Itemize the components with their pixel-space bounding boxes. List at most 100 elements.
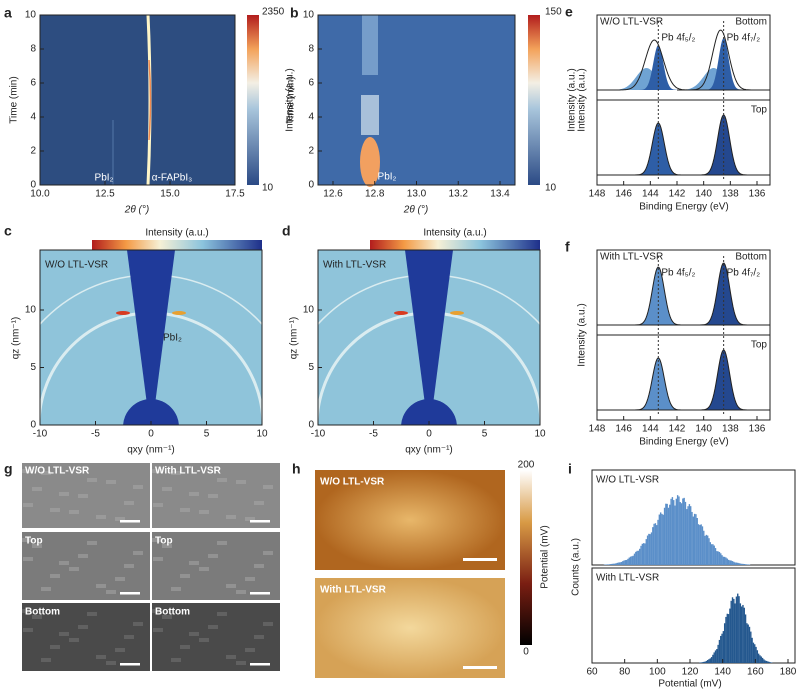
- x-tick-label: -10: [311, 429, 326, 440]
- sem-texture: [199, 638, 209, 642]
- x-tick-label: 15.0: [160, 189, 180, 200]
- histogram-bar: [631, 556, 632, 565]
- x-tick-label: 136: [749, 424, 766, 435]
- fit-peak: [597, 350, 770, 410]
- histogram-bar: [770, 662, 771, 663]
- histogram-bar: [719, 640, 720, 663]
- histogram-bar: [644, 543, 645, 565]
- x-tick-label: 140: [695, 424, 712, 435]
- histogram-bar: [695, 514, 696, 565]
- heatmap: [318, 15, 515, 185]
- histogram-bar: [767, 661, 768, 663]
- histogram-bar: [690, 506, 691, 565]
- histogram-bar: [633, 556, 634, 565]
- hot-spot: [116, 311, 130, 315]
- peak-label: Pb 4f₅/₂: [661, 33, 695, 44]
- x-tick-label: 10.0: [30, 189, 50, 200]
- colorbar-label: 200: [518, 460, 535, 471]
- histogram-bar: [751, 638, 752, 663]
- histogram-bar: [736, 563, 737, 565]
- sem-texture: [106, 480, 116, 484]
- scale-bar: [463, 558, 497, 561]
- sem-texture: [87, 612, 97, 616]
- histogram-bar: [715, 548, 716, 565]
- histogram-bar: [703, 531, 704, 565]
- histogram-bar: [634, 554, 635, 565]
- histogram-bar: [717, 551, 718, 565]
- histogram-bar: [762, 658, 763, 663]
- sem-texture: [180, 645, 190, 649]
- histogram-bar: [741, 564, 742, 565]
- histogram-bar: [706, 535, 707, 565]
- sample-label: With LTL-VSR: [600, 252, 663, 263]
- sem-texture: [217, 478, 227, 482]
- image-label: Top: [25, 536, 43, 547]
- histogram-bar: [728, 614, 729, 663]
- histogram-bar: [708, 538, 709, 565]
- histogram-bar: [744, 608, 745, 663]
- annotation: PbI₂: [163, 333, 182, 344]
- x-tick-label: 0: [148, 429, 154, 440]
- sem-texture: [245, 648, 255, 652]
- x-tick-label: 5: [204, 429, 210, 440]
- x-tick-label: 0: [426, 429, 432, 440]
- histogram-bar: [742, 564, 743, 565]
- histogram-bar: [708, 659, 709, 663]
- histogram-bar: [614, 564, 615, 565]
- sem-texture: [263, 622, 273, 626]
- histogram-bar: [733, 599, 734, 663]
- histogram-bar: [669, 505, 670, 565]
- histogram-bar: [731, 601, 732, 663]
- histogram-bar: [716, 649, 717, 663]
- sem-texture: [171, 658, 181, 662]
- x-tick-label: 138: [722, 189, 739, 200]
- histogram-bar: [712, 655, 713, 663]
- histogram-bar: [661, 514, 662, 565]
- sem-texture: [41, 587, 51, 591]
- histogram-bar: [619, 562, 620, 565]
- histogram-bar: [668, 508, 669, 565]
- x-tick-label: 180: [780, 667, 797, 678]
- x-axis-label: 2θ (°): [124, 205, 149, 216]
- histogram-bar: [720, 636, 721, 663]
- sem-texture: [87, 541, 97, 545]
- panel-label: g: [4, 461, 13, 477]
- histogram-bar: [706, 661, 707, 663]
- histogram-bar: [724, 557, 725, 565]
- y-tick-label: 10: [25, 10, 37, 21]
- panel-label: i: [568, 461, 572, 477]
- histogram-bar: [685, 502, 686, 565]
- histogram-bar: [674, 506, 675, 565]
- histogram-bar: [737, 594, 738, 663]
- histogram-bar: [693, 517, 694, 565]
- histogram-bar: [626, 560, 627, 565]
- colorbar: [92, 240, 262, 250]
- x-tick-label: 138: [722, 424, 739, 435]
- histogram-bar: [616, 563, 617, 565]
- y-tick-label: 2: [30, 146, 36, 157]
- colorbar: [370, 240, 540, 250]
- histogram-bar: [749, 627, 750, 663]
- peak-label: Pb 4f₇/₂: [727, 33, 761, 44]
- fit-peak: [597, 38, 770, 90]
- histogram-bar: [666, 504, 667, 565]
- y-tick-label: 8: [30, 44, 36, 55]
- histogram-bar: [691, 512, 692, 565]
- histogram-bar: [700, 662, 701, 663]
- sem-texture: [199, 510, 209, 514]
- histogram-bar: [656, 525, 657, 565]
- sample-label: With LTL-VSR: [596, 573, 659, 584]
- x-tick-label: 60: [586, 667, 598, 678]
- x-tick-label: 140: [695, 189, 712, 200]
- histogram-bar: [712, 544, 713, 565]
- sem-texture: [226, 655, 236, 659]
- region-label: Bottom: [735, 17, 767, 28]
- y-tick-label: 10: [303, 305, 315, 316]
- sem-texture: [208, 554, 218, 558]
- sem-texture: [78, 554, 88, 558]
- histogram-bar: [736, 597, 737, 663]
- histogram-bar: [750, 632, 751, 663]
- histogram-bar: [740, 603, 741, 663]
- histogram-bar: [660, 512, 661, 565]
- histogram-bar: [727, 559, 728, 565]
